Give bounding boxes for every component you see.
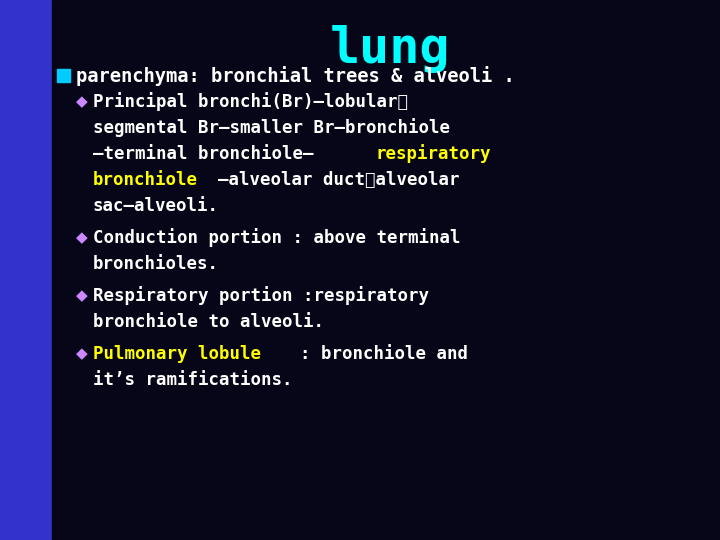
Text: bronchiole to alveoli.: bronchiole to alveoli. [93, 313, 324, 331]
Text: it’s ramifications.: it’s ramifications. [93, 371, 292, 389]
Text: ◆: ◆ [76, 288, 88, 303]
Text: bronchiole: bronchiole [93, 171, 198, 189]
Text: ◆: ◆ [76, 231, 88, 246]
Text: segmental Br—smaller Br—bronchiole: segmental Br—smaller Br—bronchiole [93, 118, 450, 138]
Text: Conduction portion : above terminal: Conduction portion : above terminal [93, 228, 461, 247]
Text: Pulmonary lobule: Pulmonary lobule [93, 345, 261, 363]
Text: bronchioles.: bronchioles. [93, 255, 219, 273]
Text: sac—alveoli.: sac—alveoli. [93, 197, 219, 215]
Text: ◆: ◆ [76, 94, 88, 110]
Text: respiratory: respiratory [375, 145, 490, 164]
Text: —alveolar duct、alveolar: —alveolar duct、alveolar [218, 171, 459, 189]
Text: —terminal bronchiole—: —terminal bronchiole— [93, 145, 313, 163]
Bar [57, 69, 70, 82]
Text: lung: lung [330, 25, 450, 73]
Text: Respiratory portion :respiratory: Respiratory portion :respiratory [93, 287, 429, 306]
Text: ◆: ◆ [76, 347, 88, 361]
Text: parenchyma: bronchial trees & alveoli .: parenchyma: bronchial trees & alveoli . [76, 66, 515, 86]
Text: : bronchiole and: : bronchiole and [300, 345, 468, 363]
Text: Principal bronchi(Br)—lobular、: Principal bronchi(Br)—lobular、 [93, 92, 408, 111]
Bar [0, 0, 52, 540]
